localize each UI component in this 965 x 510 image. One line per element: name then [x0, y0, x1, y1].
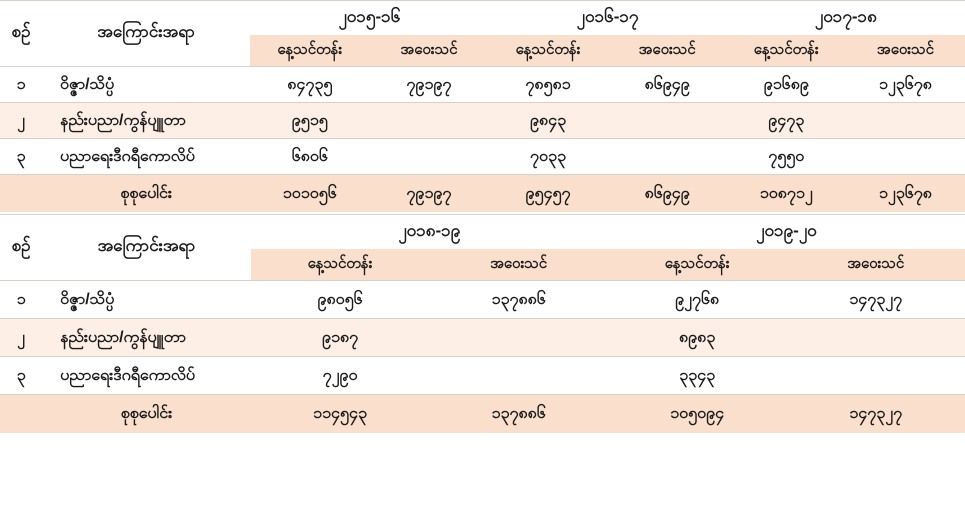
table2-subheader-dist-1: အဝေးသင်: [429, 249, 608, 281]
table1-total-row: စုစုပေါင်း ၁၀၁၀၅၆ ၇၉၁၉၇ ၉၅၄၅၇ ၈၆၉၄၉ ၁၀၈၇…: [0, 174, 965, 213]
table1-row1-v5: ၁၂၃၆၇၈: [878, 75, 932, 93]
table1-row2-no: ၂: [17, 111, 25, 129]
table1-subheader-day-3: နေ့သင်တန်း: [726, 35, 846, 67]
enrollment-table-2: စဉ် အကြောင်းအရာ ၂၀၁၈-၁၉ ၂၀၁၉-၂၀ နေ့သင်တန…: [0, 214, 965, 433]
table-row: ၃ ပညာရေးဒီဂရီကောလိပ် ၆၈၀၆ ၇၀၃၃ ၇၅၅၀: [0, 138, 965, 175]
table1-total-v0: ၁၀၁၀၅၆: [282, 184, 337, 202]
table1-subheader-dist-2: အဝေးသင်: [607, 35, 727, 67]
table1-row3-v1: [369, 139, 488, 175]
table1-row3-v5: [846, 139, 965, 175]
table1-row2-v2: ၉၈၄၃: [529, 111, 567, 129]
table1-subheader-day-2: နေ့သင်တန်း: [488, 35, 608, 67]
table1-total-v4: ၁၀၈၇၁၂: [759, 184, 813, 202]
table1-subheader-dist-3: အဝေးသင်: [845, 35, 965, 67]
table2-row2-name: နည်းပညာ/ကွန်ပျူတာ: [60, 328, 186, 346]
table-row: ၁ ဝိဇ္ဇာ/သိပ္ပံ ၈၄၇၃၅ ၇၉၁၉၇ ၇၈၅၈၁ ၈၆၉၄၉ …: [0, 66, 965, 103]
table1-row1-no: ၁: [16, 75, 26, 93]
table2-row1-v1: ၁၃၇၈၈၆: [491, 290, 546, 308]
table1-total-v5: ၁၂၃၆၇၈: [878, 184, 932, 202]
table2-header-sub-row: နေ့သင်တန်း အဝေးသင် နေ့သင်တန်း အဝေးသင်: [0, 249, 965, 281]
table2-row2-no: ၂: [17, 328, 25, 346]
table2-total-v3: ၁၄၇၃၂၇: [849, 405, 903, 422]
table1-row1-v3: ၈၆၉၄၉: [644, 75, 690, 93]
table1-total-v3: ၈၆၉၄၉: [644, 184, 690, 202]
table2-row2-v3: [786, 319, 965, 357]
table-separator: [0, 212, 965, 214]
table1-row1-v2: ၇၈၅၈၁: [525, 75, 571, 93]
table-row: ၃ ပညာရေးဒီဂရီကောလိပ် ၇၂၉၀ ၃၃၄၃: [0, 356, 965, 395]
table1-row2-v5: [846, 103, 965, 139]
table2-header-year-row: စဉ် အကြောင်းအရာ ၂၀၁၈-၁၉ ၂၀၁၉-၂၀: [0, 214, 965, 281]
table1-description-header: အကြောင်းအရာ: [42, 0, 251, 67]
enrollment-table-1: စဉ် အကြောင်းအရာ ၂၀၁၅-၁၆ ၂၀၁၆-၁၇ ၂၀၁၇-၁၈ …: [0, 0, 965, 212]
table1-row2-v1: [369, 103, 488, 139]
table2-row3-no: ၃: [16, 366, 26, 384]
table2-row1-name: ဝိဇ္ဇာ/သိပ္ပံ: [60, 290, 115, 308]
table1-row2-v4: ၉၄၇၃: [768, 111, 805, 129]
table2-year-header-1: ၂၀၁၈-၁၉: [250, 214, 608, 249]
table2-total-v0: ၁၁၄၅၄၃: [313, 405, 368, 422]
table1-row3-no: ၃: [16, 147, 26, 165]
table1-header-year-row: စဉ် အကြောင်းအရာ ၂၀၁၅-၁၆ ၂၀၁၆-၁၇ ၂၀၁၇-၁၈: [0, 0, 965, 67]
table2-row3-v3: [786, 357, 965, 395]
table2-row1-no: ၁: [16, 290, 26, 308]
table1-row2-v3: [608, 103, 727, 139]
table2-subheader-day-2: နေ့သင်တန်း: [607, 249, 787, 281]
table2-row3-v0: ၇၂၉၀: [322, 366, 358, 384]
table1-total-spacer: [0, 175, 42, 213]
table1-total-v2: ၉၅၄၅၇: [525, 184, 571, 202]
table2-row2-v0: ၉၁၈၇: [321, 328, 359, 346]
table1-row3-name: ပညာရေးဒီဂရီကောလိပ်: [60, 147, 195, 165]
table2-subheader-day-1: နေ့သင်တန်း: [250, 249, 430, 281]
table1-row1-v4: ၉၁၆၈၉: [763, 75, 809, 93]
table-row: ၂ နည်းပညာ/ကွန်ပျူတာ ၉၁၈၇ ၈၉၈၃: [0, 318, 965, 357]
table2-row3-v1: [429, 357, 608, 395]
table2-row3-name: ပညာရေးဒီဂရီကောလိပ်: [60, 366, 195, 384]
table1-year-header-3: ၂၀၁၇-၁၈: [726, 0, 965, 35]
table2-description-header: အကြောင်းအရာ: [42, 214, 251, 281]
table1-year-header-1: ၂၀၁၅-၁၆: [250, 0, 489, 35]
table1-subheader-dist-1: အဝေးသင်: [369, 35, 489, 67]
table1-row2-name: နည်းပညာ/ကွန်ပျူတာ: [60, 111, 186, 129]
table1-row2-v0: ၉၅၁၅: [291, 111, 328, 129]
table1-row3-v0: ၆၈၀၆: [291, 147, 328, 165]
table-row: ၁ ဝိဇ္ဇာ/သိပ္ပံ ၉၈၀၅၆ ၁၃၇၈၈၆ ၉၂၇၆၈ ၁၄၇၃၂…: [0, 280, 965, 319]
table1-year-header-2: ၂၀၁၆-၁၇: [488, 0, 727, 35]
table2-total-v1: ၁၃၇၈၈၆: [491, 405, 546, 422]
table1-row1-name: ဝိဇ္ဇာ/သိပ္ပံ: [60, 75, 115, 93]
table1-total-label: စုစုပေါင်း: [120, 184, 172, 202]
table-row: ၂ နည်းပညာ/ကွန်ပျူတာ ၉၅၁၅ ၉၈၄၃ ၉၄၇၃: [0, 102, 965, 139]
table2-total-spacer: [0, 395, 42, 434]
table1-row1-v0: ၈၄၇၃၅: [287, 75, 333, 93]
table1-header-sub-row: နေ့သင်တန်း အဝေးသင် နေ့သင်တန်း အဝေးသင် နေ…: [0, 35, 965, 67]
table2-total-v2: ၁၀၅၀၉၄: [670, 405, 725, 422]
table2-row3-v2: ၃၃၄၃: [679, 366, 716, 384]
table1-row3-v2: ၇၀၃၃: [530, 147, 567, 165]
table1-subheader-day-1: နေ့သင်တန်း: [250, 35, 370, 67]
table2-year-header-2: ၂၀၁၉-၂၀: [607, 214, 965, 249]
table2-row1-v0: ၉၈၀၅၆: [317, 290, 363, 308]
table2-row1-v3: ၁၄၇၃၂၇: [849, 290, 903, 308]
table1-total-v1: ၇၉၁၉၇: [406, 184, 452, 202]
table2-total-label: စုစုပေါင်း: [120, 405, 173, 422]
table1-row3-v4: ၇၅၅၀: [768, 147, 805, 165]
table1-row1-v1: ၇၉၁၉၇: [406, 75, 452, 93]
table1-serial-header: စဉ်: [0, 0, 43, 67]
table1-row3-v3: [608, 139, 727, 175]
table2-total-row: စုစုပေါင်း ၁၁၄၅၄၃ ၁၃၇၈၈၆ ၁၀၅၀၉၄ ၁၄၇၃၂၇: [0, 394, 965, 434]
table2-serial-header: စဉ်: [0, 214, 43, 281]
table2-row2-v1: [429, 319, 608, 357]
table2-row1-v2: ၉၂၇၆၈: [675, 290, 720, 308]
table2-row2-v2: ၈၉၈၃: [679, 328, 716, 346]
table2-subheader-dist-2: အဝေးသင်: [786, 249, 965, 281]
